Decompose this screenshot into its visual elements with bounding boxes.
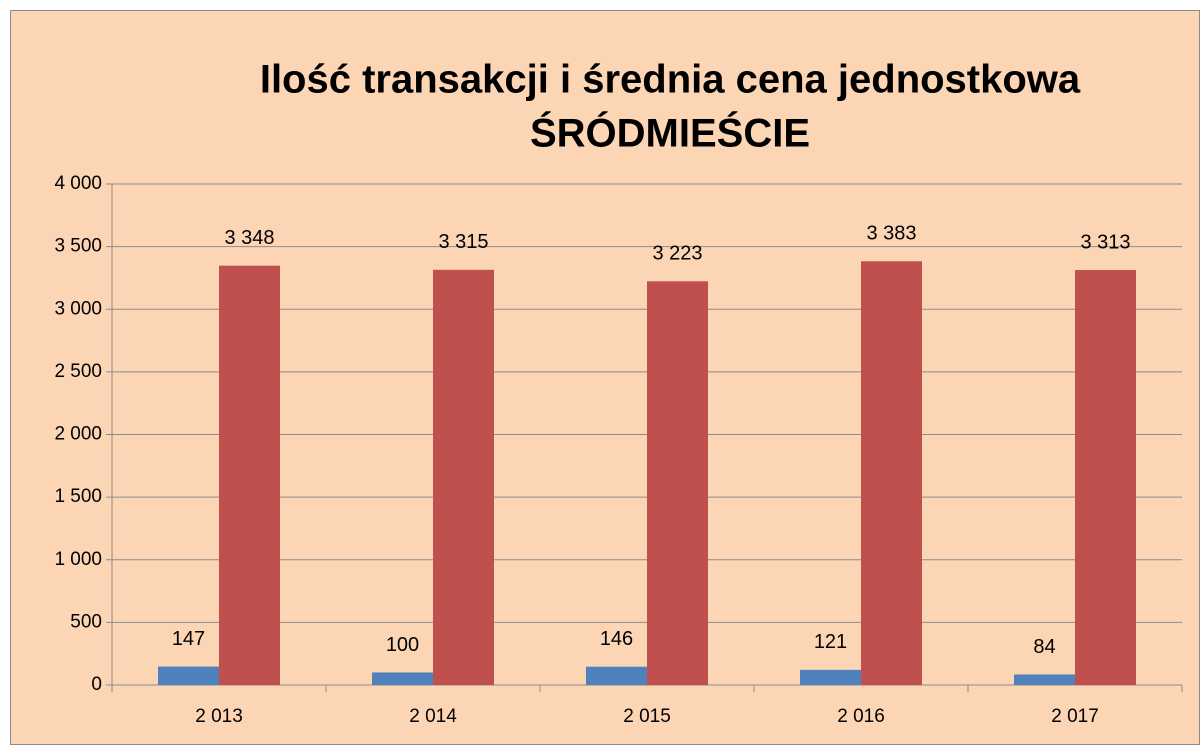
data-label: 147 bbox=[172, 628, 205, 650]
y-tick-label: 3 000 bbox=[54, 298, 102, 319]
chart-title: Ilość transakcji i średnia cena jednostk… bbox=[260, 58, 1081, 102]
y-tick-label: 2 500 bbox=[54, 361, 102, 382]
data-label: 84 bbox=[1033, 636, 1055, 658]
bar bbox=[1075, 270, 1136, 685]
data-label: 121 bbox=[814, 631, 847, 653]
y-tick-label: 500 bbox=[70, 611, 102, 632]
x-tick-label: 2 014 bbox=[409, 706, 457, 727]
bar bbox=[647, 281, 708, 685]
x-tick-label: 2 017 bbox=[1051, 706, 1099, 727]
y-tick-label: 0 bbox=[91, 674, 102, 695]
data-label: 3 315 bbox=[438, 231, 488, 253]
bar bbox=[433, 269, 494, 685]
bar bbox=[1014, 674, 1075, 685]
y-tick-label: 2 000 bbox=[54, 424, 102, 445]
x-tick-label: 2 015 bbox=[623, 706, 671, 727]
bar bbox=[219, 265, 280, 685]
x-tick-label: 2 013 bbox=[195, 706, 243, 727]
data-label: 3 348 bbox=[224, 227, 274, 249]
data-label: 3 383 bbox=[866, 223, 916, 245]
y-tick-label: 1 000 bbox=[54, 549, 102, 570]
y-tick-label: 3 500 bbox=[54, 236, 102, 257]
bar bbox=[158, 666, 219, 685]
x-tick-label: 2 016 bbox=[837, 706, 885, 727]
bar bbox=[372, 672, 433, 685]
chart-subtitle: ŚRÓDMIEŚCIE bbox=[530, 110, 810, 156]
y-tick-label: 1 500 bbox=[54, 486, 102, 507]
bar bbox=[586, 666, 647, 685]
data-label: 3 223 bbox=[652, 243, 702, 265]
bar bbox=[861, 261, 922, 685]
y-tick-label: 4 000 bbox=[54, 173, 102, 194]
data-label: 146 bbox=[600, 628, 633, 650]
bar bbox=[800, 669, 861, 685]
data-label: 100 bbox=[386, 634, 419, 656]
data-label: 3 313 bbox=[1080, 231, 1130, 253]
